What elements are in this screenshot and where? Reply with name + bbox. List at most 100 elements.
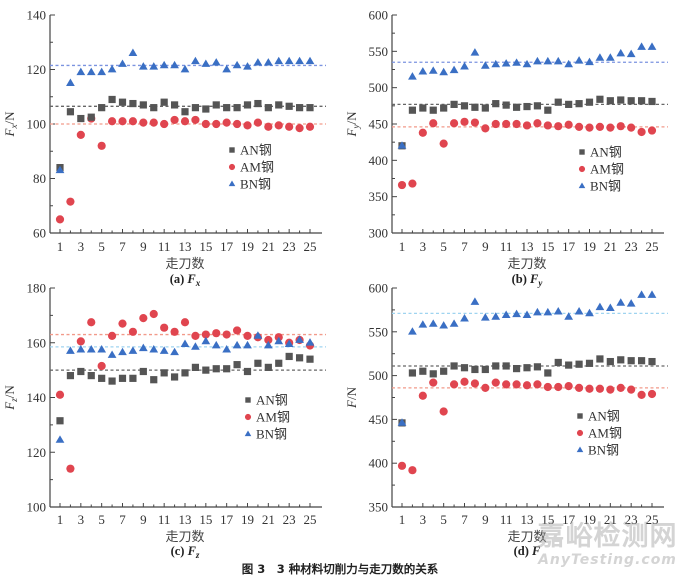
y-axis-title: Fy/N (344, 111, 361, 138)
data-point-bn (263, 58, 273, 66)
legend: AN钢 AM钢 BN钢 (578, 145, 624, 194)
x-tick-label: 9 (140, 239, 147, 254)
y-tick-label: 180 (27, 281, 47, 296)
data-point-an (223, 365, 231, 373)
x-tick-label: 5 (440, 512, 447, 527)
data-point-bn (501, 310, 511, 319)
data-point-am (439, 407, 448, 416)
data-point-am (481, 124, 490, 133)
y-tick-label: 300 (369, 226, 389, 241)
x-tick-label: 21 (262, 512, 275, 527)
data-point-bn (512, 58, 521, 66)
data-point-an (606, 357, 614, 366)
data-point-an (450, 100, 458, 108)
data-point-bn (449, 65, 459, 74)
data-point-am (418, 391, 427, 400)
legend-label-an: AN钢 (590, 145, 622, 160)
y-tick-label: 450 (369, 412, 389, 427)
legend-label-am: AM钢 (240, 160, 274, 175)
data-point-am (170, 327, 179, 336)
data-point-an (492, 362, 500, 370)
data-point-am (460, 117, 469, 126)
legend-marker-am (228, 163, 236, 171)
data-point-am (149, 118, 158, 127)
data-point-bn (55, 165, 65, 174)
data-point-an (627, 97, 635, 105)
data-point-an (481, 104, 489, 112)
data-point-am (201, 119, 210, 129)
data-point-an (191, 363, 200, 371)
x-tick-label: 21 (262, 239, 275, 254)
data-point-an (648, 357, 656, 366)
x-tick-label: 3 (420, 239, 427, 254)
data-point-am (439, 139, 448, 148)
legend-label-am: AM钢 (256, 410, 290, 425)
data-point-bn (626, 299, 636, 307)
data-point-am (118, 319, 127, 328)
sub-caption: (d) F (514, 544, 541, 558)
data-point-am (606, 385, 615, 394)
x-tick-label: 15 (199, 512, 212, 527)
legend-marker-an (577, 413, 583, 419)
y-axis-title: F/N (344, 386, 359, 409)
data-point-bn (397, 141, 407, 149)
data-point-bn (501, 59, 511, 67)
data-point-bn (86, 344, 96, 353)
data-point-am (97, 141, 106, 150)
legend-marker-bn (228, 180, 236, 187)
data-point-bn (86, 67, 96, 76)
data-point-bn (460, 314, 469, 322)
x-tick-label: 9 (140, 512, 147, 527)
x-tick-label: 7 (461, 239, 468, 254)
data-point-am (408, 179, 417, 188)
data-point-am (274, 121, 283, 130)
data-point-am (429, 378, 438, 387)
x-axis-title: 走刀数 (507, 257, 546, 272)
data-point-am (574, 383, 584, 392)
data-point-bn (159, 346, 169, 354)
data-point-an (554, 98, 562, 106)
data-point-an (419, 367, 427, 375)
data-point-am (107, 117, 117, 126)
figure-caption: 图 3 3 种材料切削力与走刀数的关系 (241, 562, 439, 576)
data-point-an (243, 101, 252, 109)
legend-label-am: AM钢 (590, 162, 624, 177)
y-tick-label: 140 (27, 390, 47, 405)
data-point-bn (295, 335, 304, 343)
y-tick-label: 120 (27, 62, 47, 77)
data-point-am (574, 122, 584, 132)
data-point-an (254, 359, 262, 367)
data-point-an (212, 101, 220, 109)
data-point-an (429, 370, 437, 378)
data-point-an (554, 358, 562, 367)
data-point-an (98, 374, 106, 382)
y-axis-title: Fz/N (2, 385, 19, 411)
x-tick-label: 1 (399, 512, 406, 527)
data-point-am (191, 331, 200, 341)
data-point-am (606, 123, 615, 132)
data-point-bn (191, 342, 200, 350)
data-point-bn (491, 312, 501, 320)
data-point-am (429, 119, 438, 128)
y-tick-label: 600 (369, 281, 389, 296)
data-point-an (275, 101, 283, 109)
data-point-bn (408, 72, 417, 80)
data-point-bn (191, 56, 200, 65)
data-point-am (627, 123, 636, 132)
sub-caption: (b) Fy (512, 272, 544, 288)
data-point-an (181, 108, 189, 116)
data-point-an (450, 362, 458, 370)
data-point-an (254, 99, 262, 108)
data-point-am (128, 327, 138, 336)
x-tick-label: 5 (98, 239, 105, 254)
x-tick-label: 19 (583, 512, 596, 527)
data-point-an (585, 359, 594, 367)
data-point-bn (574, 56, 584, 64)
data-point-bn (470, 297, 480, 305)
data-point-an (585, 98, 594, 106)
y-tick-label: 100 (27, 117, 47, 132)
data-point-am (616, 383, 625, 392)
data-point-am (470, 379, 480, 388)
data-point-an (285, 102, 293, 110)
data-point-bn (211, 340, 221, 349)
